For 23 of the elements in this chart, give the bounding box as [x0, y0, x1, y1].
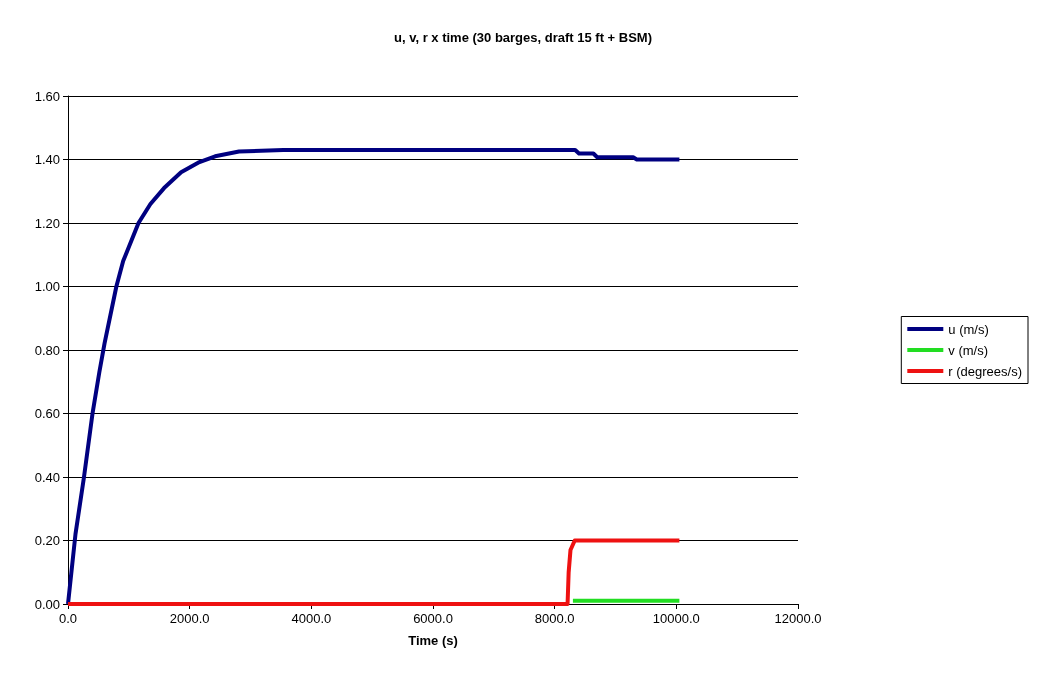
chart-title: u, v, r x time (30 barges, draft 15 ft + BSM)	[393, 30, 653, 45]
x-tick-label: 6000.0	[413, 611, 453, 626]
x-tick-label: 0.0	[58, 611, 78, 626]
y-tick-label: 0.00	[34, 596, 60, 612]
y-tick-label: 0.80	[34, 342, 60, 358]
x-tick-label: 2000.0	[169, 611, 210, 626]
x-tick-label: 4000.0	[291, 611, 332, 626]
x-tick-label: 8000.0	[534, 611, 575, 626]
y-tick-label: 1.00	[34, 279, 60, 294]
legend-label: r (degrees/s)	[948, 363, 1023, 379]
line-series	[66, 538, 682, 606]
legend-label: v (m/s)	[948, 342, 989, 358]
x-tick-label: 12000.0	[774, 611, 822, 626]
y-tick-label: 0.60	[34, 406, 60, 421]
y-tick-label: 0.20	[34, 533, 60, 548]
y-tick-label: 0.40	[34, 469, 60, 485]
y-tick-label: 1.40	[34, 152, 60, 167]
legend-label: u (m/s)	[948, 321, 989, 337]
y-tick-label: 1.60	[34, 88, 60, 104]
x-tick-label: 10000.0	[652, 611, 700, 626]
line-series	[66, 147, 682, 606]
y-tick-label: 1.20	[34, 215, 60, 231]
x-axis-title: Time (s)	[408, 633, 458, 648]
